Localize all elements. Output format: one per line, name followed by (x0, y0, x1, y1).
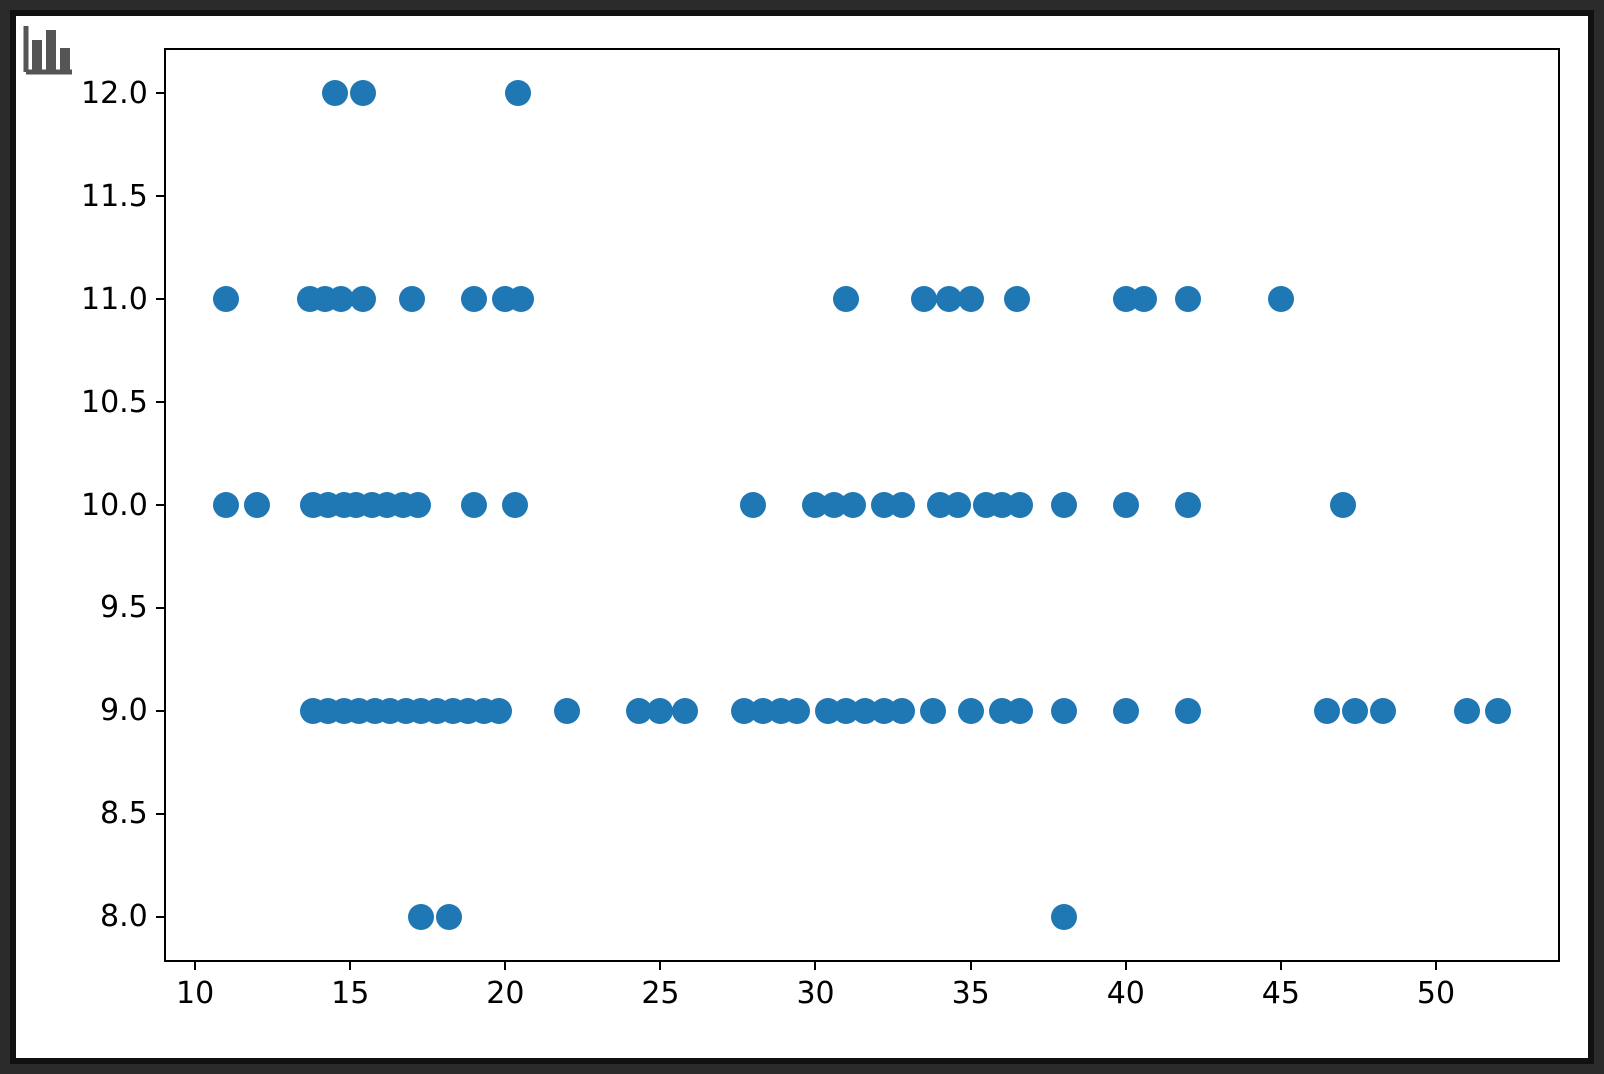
scatter-point (213, 286, 239, 312)
y-tick-label: 10.0 (81, 488, 148, 523)
scatter-point (1113, 698, 1139, 724)
scatter-point (505, 80, 531, 106)
scatter-point (399, 286, 425, 312)
y-tick (156, 607, 164, 609)
scatter-point (322, 80, 348, 106)
scatter-point (889, 698, 915, 724)
scatter-point (1370, 698, 1396, 724)
scatter-point (213, 492, 239, 518)
x-tick (970, 962, 972, 970)
chart-frame: 10 15 20 25 30 35 40 45 50 8.0 8.5 9.0 9.5 10.0 10.5 11… (10, 10, 1594, 1064)
y-tick-label: 11.5 (81, 179, 148, 214)
scatter-point (461, 286, 487, 312)
scatter-point (889, 492, 915, 518)
x-tick-label: 15 (331, 976, 369, 1011)
x-tick (504, 962, 506, 970)
scatter-point (958, 698, 984, 724)
scatter-point (911, 286, 937, 312)
scatter-point (1051, 698, 1077, 724)
scatter-point (1485, 698, 1511, 724)
y-tick (156, 195, 164, 197)
x-tick-label: 20 (486, 976, 524, 1011)
x-tick (659, 962, 661, 970)
scatter-point (1131, 286, 1157, 312)
scatter-point (408, 904, 434, 930)
y-tick-label: 11.0 (81, 282, 148, 317)
scatter-point (1342, 698, 1368, 724)
scatter-point (1051, 492, 1077, 518)
scatter-point (1051, 904, 1077, 930)
scatter-point (920, 698, 946, 724)
scatter-point (508, 286, 534, 312)
y-tick-label: 9.0 (100, 693, 148, 728)
scatter-point (833, 286, 859, 312)
y-tick (156, 813, 164, 815)
axis-spine (164, 48, 166, 962)
scatter-point (1175, 286, 1201, 312)
y-tick (156, 92, 164, 94)
x-tick-label: 25 (641, 976, 679, 1011)
x-tick-label: 45 (1262, 976, 1300, 1011)
y-tick (156, 504, 164, 506)
x-tick-label: 35 (952, 976, 990, 1011)
scatter-point (1314, 698, 1340, 724)
x-tick-label: 40 (1107, 976, 1145, 1011)
scatter-point (461, 492, 487, 518)
x-tick-label: 50 (1417, 976, 1455, 1011)
scatter-point (350, 286, 376, 312)
scatter-point (1113, 492, 1139, 518)
y-tick (156, 298, 164, 300)
scatter-point (958, 286, 984, 312)
scatter-point (1454, 698, 1480, 724)
axis-spine (1558, 48, 1560, 962)
y-tick-label: 9.5 (100, 590, 148, 625)
axis-spine (164, 48, 1560, 50)
x-tick (194, 962, 196, 970)
scatter-point (1268, 286, 1294, 312)
scatter-point (1007, 492, 1033, 518)
scatter-point (436, 904, 462, 930)
x-tick (1435, 962, 1437, 970)
scatter-point (784, 698, 810, 724)
scatter-point (945, 492, 971, 518)
scatter-point (672, 698, 698, 724)
scatter-point (1330, 492, 1356, 518)
y-tick (156, 401, 164, 403)
x-tick (1280, 962, 1282, 970)
y-tick (156, 710, 164, 712)
scatter-point (486, 698, 512, 724)
scatter-point (405, 492, 431, 518)
x-tick-label: 10 (176, 976, 214, 1011)
scatter-point (1004, 286, 1030, 312)
scatter-point (1007, 698, 1033, 724)
x-tick-label: 30 (796, 976, 834, 1011)
axis-spine (164, 960, 1560, 962)
y-tick-label: 8.5 (100, 796, 148, 831)
x-tick (814, 962, 816, 970)
y-tick-label: 8.0 (100, 899, 148, 934)
scatter-point (502, 492, 528, 518)
scatter-point (740, 492, 766, 518)
scatter-chart: 10 15 20 25 30 35 40 45 50 8.0 8.5 9.0 9.5 10.0 10.5 11… (16, 16, 1588, 1058)
x-tick (349, 962, 351, 970)
scatter-point (350, 80, 376, 106)
scatter-point (554, 698, 580, 724)
scatter-point (1175, 698, 1201, 724)
scatter-point (840, 492, 866, 518)
x-tick (1125, 962, 1127, 970)
y-tick-label: 12.0 (81, 76, 148, 111)
y-tick-label: 10.5 (81, 385, 148, 420)
scatter-point (1175, 492, 1201, 518)
scatter-point (244, 492, 270, 518)
y-tick (156, 916, 164, 918)
scatter-point (647, 698, 673, 724)
